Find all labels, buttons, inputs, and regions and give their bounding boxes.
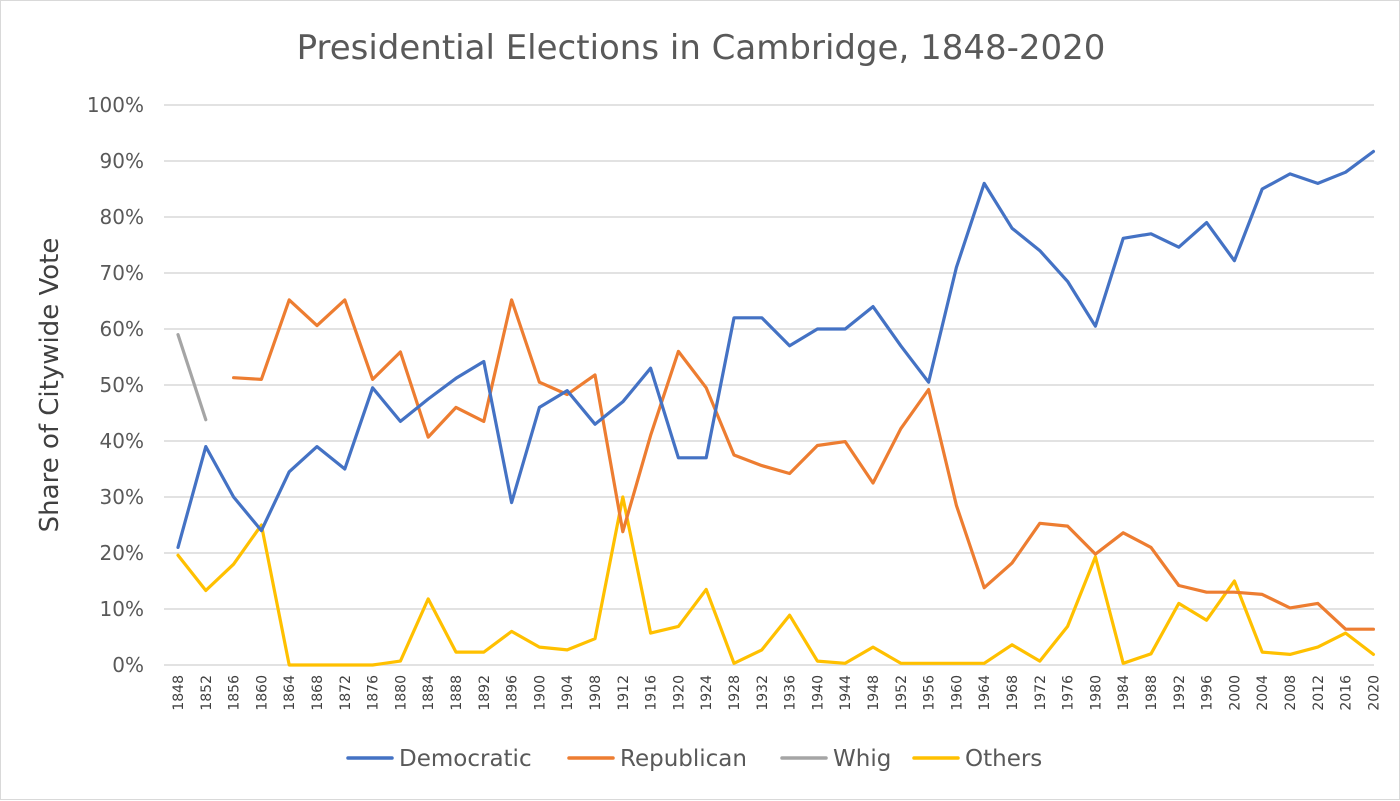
series-lines [176,149,1375,667]
legend-label-republican: Republican [620,746,747,772]
y-tick-label: 0% [112,653,144,677]
x-tick-label: 1884 [421,675,437,711]
x-axis-ticks: 1848 1852 1856 1860 1864 1868 1872 1876 1880 1884… [171,675,1382,711]
x-tick-label: 2004 [1255,675,1271,711]
y-axis-ticks: 0% 10% 20% 30% 40% 50% 60% 70% 80% 90% 100% [87,93,144,677]
x-tick-label: 1864 [282,675,298,711]
legend-label-whig: Whig [833,746,891,772]
x-tick-label: 1908 [588,675,604,711]
x-tick-label: 2000 [1227,675,1243,711]
gridlines [164,104,1374,666]
y-tick-label: 10% [100,597,144,621]
x-tick-label: 1904 [560,675,576,711]
y-tick-label: 70% [100,261,144,285]
x-tick-label: 2008 [1283,675,1299,711]
legend: Democratic Republican Whig Others [346,746,1042,772]
y-tick-label: 100% [87,93,144,117]
y-tick-label: 50% [100,373,144,397]
x-tick-label: 1920 [671,675,687,711]
legend-label-others: Others [965,746,1042,772]
y-tick-label: 90% [100,149,144,173]
x-tick-label: 1888 [449,675,465,711]
x-tick-label: 2012 [1311,675,1327,711]
series-line-democratic [176,149,1375,549]
x-tick-label: 1948 [866,675,882,711]
x-tick-label: 1928 [727,675,743,711]
x-tick-label: 1896 [505,675,521,711]
x-tick-label: 1992 [1172,675,1188,711]
legend-label-democratic: Democratic [399,746,532,772]
y-tick-label: 30% [100,485,144,509]
y-tick-label: 40% [100,429,144,453]
x-tick-label: 1984 [1116,675,1132,711]
y-tick-label: 80% [100,205,144,229]
y-axis-label: Share of Citywide Vote [35,238,65,533]
x-tick-label: 2016 [1339,675,1355,711]
x-tick-label: 1856 [227,675,243,711]
x-tick-label: 1872 [338,675,354,711]
series-line-republican [232,298,1375,631]
x-tick-label: 2020 [1366,675,1382,711]
x-tick-label: 1960 [949,675,965,711]
x-tick-label: 1924 [699,675,715,711]
y-tick-label: 60% [100,317,144,341]
x-tick-label: 1964 [977,675,993,711]
x-tick-label: 1968 [1005,675,1021,711]
series-line-whig [176,333,208,422]
series-line-others [176,495,1375,667]
x-tick-label: 1868 [310,675,326,711]
x-tick-label: 1932 [755,675,771,711]
x-tick-label: 1880 [393,675,409,711]
x-tick-label: 1912 [616,675,632,711]
x-tick-label: 1944 [838,675,854,711]
x-tick-label: 1952 [894,675,910,711]
x-tick-label: 1980 [1088,675,1104,711]
x-tick-label: 1936 [783,675,799,711]
x-tick-label: 1900 [532,675,548,711]
x-tick-label: 1848 [171,675,187,711]
x-tick-label: 1892 [477,675,493,711]
x-tick-label: 1852 [199,675,215,711]
x-tick-label: 1996 [1200,675,1216,711]
x-tick-label: 1940 [810,675,826,711]
x-tick-label: 1976 [1061,675,1077,711]
x-tick-label: 1860 [254,675,270,711]
y-tick-label: 20% [100,541,144,565]
x-tick-label: 1876 [366,675,382,711]
x-tick-label: 1972 [1033,675,1049,711]
chart-title: Presidential Elections in Cambridge, 184… [297,28,1106,68]
x-tick-label: 1916 [644,675,660,711]
x-tick-label: 1956 [922,675,938,711]
x-tick-label: 1988 [1144,675,1160,711]
